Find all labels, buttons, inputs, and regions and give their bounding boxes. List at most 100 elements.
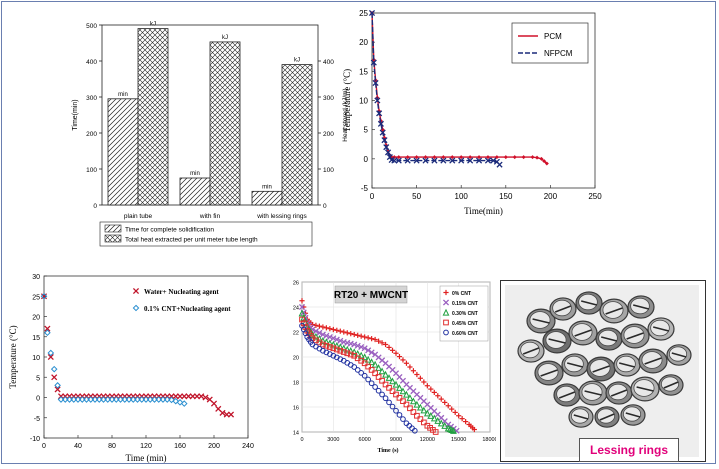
rt-point-0-30pct-cnt [378,367,386,375]
line-point-nfpcm-b [449,157,456,164]
ring-divider [592,365,610,373]
nuc-point-cnt [61,396,69,403]
rt-point-0pct-cnt [407,364,413,370]
ring-divider [605,307,623,315]
line-point-pcm [392,155,397,160]
line-point-nfpcm-b [368,9,376,17]
rt-point-0-15pct-cnt-b [300,309,307,316]
nuc-point-cnt [44,329,51,337]
line-point-pcm [441,155,446,160]
rt-point-0-45pct-cnt [333,346,340,353]
rt-title-box [334,285,408,304]
lessing-ring-icon [620,404,646,426]
line-point-nfpcm [467,157,474,164]
bar-y2-axis-label: Heat stored (kJ/m) [342,88,349,141]
rt-point-0-15pct-cnt-b [333,336,340,343]
rt-point-0-45pct-cnt [393,391,399,398]
nucleating-chart: 0 40 80 120 160 200 240 -10 -5 0 5 10 15 20 25 30 Time (… [8,274,254,463]
ring-divider [567,362,583,368]
nuc-y-tick-label: -10 [30,436,40,443]
line-point-pcm [539,156,544,161]
line-point-nfpcm [496,161,503,168]
rt-point-0-30pct-cnt [434,417,442,424]
line-point-nfpcm [404,157,411,164]
bar-data-label: min [190,171,200,177]
rt-point-0-15pct-cnt-b [337,337,344,344]
rt-point-0-15pct-cnt-b [420,398,427,405]
line-point-nfpcm-b [370,59,377,66]
rt-point-0-15pct-cnt-b [312,328,319,335]
rt-point-0pct-cnt [348,331,354,337]
bar-y-axis-label: Time(min) [72,99,79,130]
line-series-nfpcm [371,12,501,166]
rt-point-0-45pct-cnt [368,367,375,373]
ring-divider [548,338,566,344]
rt-legend-marker [443,319,449,326]
ring-bore [589,359,611,377]
rt-point-0-30pct-cnt [298,309,306,317]
rt-point-0-15pct-cnt-b [382,360,389,367]
nuc-y-axis-label: Temperature (°C) [8,325,18,388]
rt-y-tick-label: 24 [293,306,299,312]
ring-divider [626,332,644,340]
rt-point-0-15pct-cnt-b [298,303,306,311]
rt-point-0-30pct-cnt [423,409,431,417]
rt-point-0pct-cnt [379,340,385,346]
rt-point-0pct-cnt [452,409,458,416]
nuc-x-tick-label: 0 [42,443,46,450]
rt-point-0pct-cnt [362,334,368,340]
rt-point-0-30pct-cnt [450,427,457,434]
nuc-point-cnt [146,396,154,403]
nuc-point-water [202,394,209,401]
rt-point-0-30pct-cnt [430,414,438,422]
lessing-ring-icon [526,308,556,334]
rt-point-0-60pct-cnt [351,364,358,370]
nuc-point-cnt [83,396,90,403]
rt-point-0-30pct-cnt [413,400,421,408]
rt-x-tick-label: 18000 [482,437,496,443]
rt-point-0-15pct-cnt-b [399,377,407,384]
rt-point-0pct-cnt [421,379,427,385]
nuc-point-cnt [66,396,73,403]
line-point-nfpcm [376,110,383,117]
nuc-legend-label: 0.1% CNT+Nucleating agent [144,305,231,313]
rt-point-0-15pct-cnt-b [417,394,424,401]
rt-point-0-15pct-cnt-b [361,345,368,352]
rt-point-0-60pct-cnt [372,384,378,390]
nuc-point-cnt [112,396,120,403]
line-y-tick-label: 0 [364,155,369,164]
line-y-axis-label: Temperature (°C) [342,69,352,132]
bar-y2-tick-label: 200 [323,131,334,138]
rt-point-0-45pct-cnt [299,316,305,323]
line-point-nfpcm [440,157,447,164]
line-point-nfpcm-b [379,129,386,136]
rt-point-0-45pct-cnt [372,370,378,377]
rt-point-0pct-cnt [431,389,437,396]
nuc-point-cnt [172,397,180,405]
bar-heat [137,28,169,206]
pcm-line-chart-panel: 0 50 100 150 200 250 -5 0 5 10 15 20 25 Time(min) Temp… [340,5,610,235]
rt-point-0-30pct-cnt [361,353,369,361]
rt-point-0-30pct-cnt [399,387,407,395]
rt-y-tick-label: 14 [293,431,299,437]
line-point-nfpcm-b [376,110,383,117]
rt-point-0pct-cnt [471,426,477,433]
ring-divider [610,389,628,397]
line-point-nfpcm [475,157,483,164]
bar-y-tick-label: 500 [86,23,97,30]
line-point-nfpcm [422,157,429,164]
rt20-mwcnt-chart: 0 3000 6000 9000 12000 15000 18000 14 16 18 20 22 24… [293,281,498,455]
line-point-nfpcm [383,144,390,151]
line-point-pcm [521,155,526,160]
rt-point-0-15pct-cnt-b [323,332,330,339]
nuc-point-cnt [108,396,116,403]
line-x-tick-label: 50 [412,192,421,201]
rt-point-0-60pct-cnt [358,369,365,376]
nuc-point-water-b [54,386,61,393]
bar-time [107,98,139,206]
rt-y-tick-label: 22 [293,331,299,337]
rt-point-0-60pct-cnt [386,399,392,406]
rt-point-0-45pct-cnt [382,381,389,388]
rt-point-0-15pct-cnt [312,328,319,335]
rt-point-0-45pct-cnt [400,398,406,405]
